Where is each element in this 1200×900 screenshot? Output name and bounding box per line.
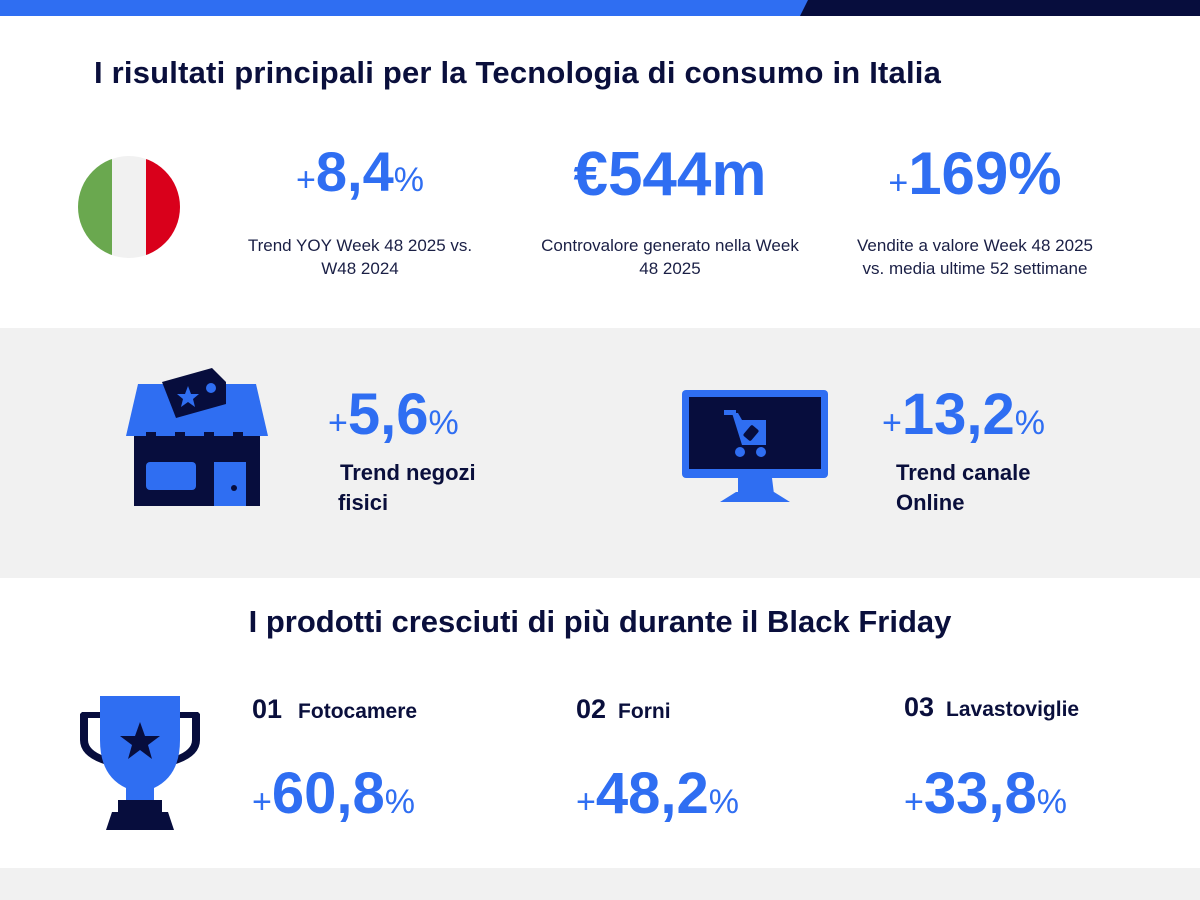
italy-flag-icon — [78, 156, 180, 258]
product-name: Forni — [618, 700, 671, 723]
product-growth-prefix: + — [252, 783, 272, 821]
channel-label-line1: Trend negozi — [340, 460, 476, 485]
channel-online: +13,2% Trend canale Online — [882, 386, 1096, 518]
page-title: I risultati principali per la Tecnologia… — [94, 55, 942, 90]
kpi-number: 169 — [908, 140, 1009, 207]
kpi-description: Controvalore generato nella Week 48 2025 — [541, 236, 799, 278]
channel-label-line2: Online — [896, 490, 965, 515]
kpi-description: Trend YOY Week 48 2025 vs. W48 2024 — [247, 236, 473, 278]
product-growth-number: 33,8 — [923, 761, 1037, 826]
product-name: Fotocamere — [298, 700, 418, 723]
kpi-value: €544m — [573, 140, 767, 209]
flag-green-stripe — [78, 156, 112, 258]
product-header: 02 Forni — [576, 694, 739, 725]
kpi-number: 8,4 — [315, 140, 394, 203]
channel-suffix: % — [428, 404, 459, 442]
product-rank: 03 — [904, 692, 935, 722]
product-growth-suffix: % — [1036, 783, 1067, 821]
products-section-title: I prodotti cresciuti di più durante il B… — [248, 604, 952, 639]
flag-red-stripe — [146, 156, 180, 258]
product-rank-3: 03 Lavastoviglie +33,8% — [904, 692, 1079, 823]
kpi-value: +169% — [845, 144, 1105, 204]
product-growth: +48,2% — [576, 765, 739, 823]
product-growth: +33,8% — [904, 765, 1079, 823]
kpi-prefix: + — [888, 164, 909, 202]
product-growth-suffix: % — [384, 783, 415, 821]
flag-white-stripe — [112, 156, 146, 258]
channel-suffix: % — [1014, 404, 1045, 442]
product-rank: 02 — [576, 694, 607, 724]
product-growth-number: 48,2 — [595, 761, 709, 826]
channel-value: +5,6% — [328, 386, 520, 444]
product-rank-2: 02 Forni +48,2% — [576, 694, 739, 823]
channel-number: 5,6 — [347, 382, 429, 447]
kpi-value-generated: €544m Controvalore generato nella Week 4… — [540, 140, 800, 279]
channel-label: Trend canale Online — [896, 458, 1096, 518]
channel-label-line2: fisici — [338, 490, 389, 515]
product-growth-suffix: % — [708, 783, 739, 821]
top-accent-bar-dark — [800, 0, 1200, 16]
product-growth-prefix: + — [904, 783, 924, 821]
footer-band — [0, 868, 1200, 900]
product-growth: +60,8% — [252, 765, 417, 823]
product-growth-prefix: + — [576, 783, 596, 821]
channel-label-line1: Trend canale — [896, 460, 1031, 485]
product-header: 01 Fotocamere — [252, 694, 417, 725]
kpi-suffix: % — [1008, 140, 1062, 207]
kpi-description: Vendite a valore Week 48 2025 vs. media … — [857, 236, 1093, 278]
channel-value: +13,2% — [882, 386, 1096, 444]
trophy-icon — [80, 696, 200, 830]
product-rank: 01 — [252, 694, 283, 724]
channel-prefix: + — [328, 404, 348, 442]
channel-label: Trend negozi fisici — [338, 458, 520, 518]
product-header: 03 Lavastoviglie — [904, 692, 1079, 723]
channel-prefix: + — [882, 404, 902, 442]
product-rank-1: 01 Fotocamere +60,8% — [252, 694, 417, 823]
product-name: Lavastoviglie — [946, 698, 1080, 721]
kpi-value: +8,4% — [240, 144, 480, 200]
kpi-yoy-trend: +8,4% Trend YOY Week 48 2025 vs. W48 202… — [240, 144, 480, 279]
product-growth-number: 60,8 — [271, 761, 385, 826]
kpi-sales-vs-average: +169% Vendite a valore Week 48 2025 vs. … — [845, 144, 1105, 279]
shop-icon — [126, 368, 268, 506]
kpi-prefix: + — [296, 161, 316, 199]
channel-number: 13,2 — [901, 382, 1015, 447]
channel-physical-stores: +5,6% Trend negozi fisici — [328, 386, 520, 518]
kpi-suffix: % — [393, 161, 424, 199]
monitor-cart-icon — [682, 390, 828, 502]
